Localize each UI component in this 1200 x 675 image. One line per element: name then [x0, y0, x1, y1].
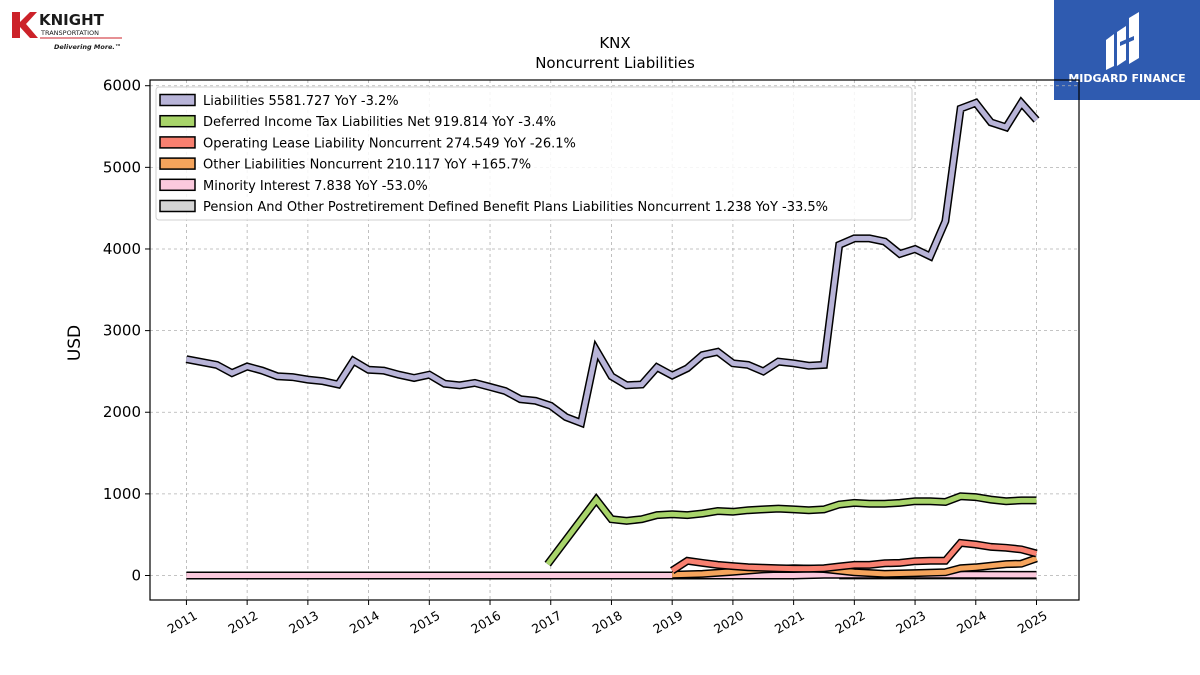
- y-tick-label: 0: [131, 567, 141, 585]
- x-tick-label: 2017: [529, 608, 564, 637]
- y-axis-label: USD: [65, 325, 85, 361]
- legend-swatch: [159, 178, 196, 192]
- legend-swatch: [159, 136, 196, 149]
- legend-label: Minority Interest 7.838 YoY -53.0%: [203, 179, 428, 194]
- x-tick-label: 2019: [650, 608, 685, 637]
- plot-frame: [149, 79, 1080, 601]
- midgard-finance-logo: MIDGARD FINANCE: [1054, 0, 1200, 100]
- x-tick-label: 2013: [286, 608, 321, 637]
- logo-subname: TRANSPORTATION: [40, 29, 99, 37]
- series-1-line: [544, 492, 1037, 567]
- legend: Liabilities 5581.727 YoY -3.2% Deferred I…: [155, 86, 913, 221]
- x-tick-label: 2025: [1015, 608, 1050, 637]
- y-tick-label: 2000: [103, 403, 141, 421]
- knight-k-icon: [12, 12, 38, 38]
- legend-label: Operating Lease Liability Noncurrent 274…: [203, 136, 576, 151]
- x-tick-label: 2016: [468, 608, 503, 637]
- legend-box: [155, 86, 913, 221]
- x-tick-label: 2015: [408, 608, 443, 637]
- midgard-emblem-icon: [1106, 12, 1139, 70]
- knight-transportation-logo: KNIGHT TRANSPORTATION Delivering More.™: [12, 11, 122, 51]
- series-outline: [544, 492, 1037, 567]
- series-stroke: [670, 540, 1038, 573]
- series-layer: [185, 96, 1040, 580]
- y-tick-label: 6000: [103, 77, 141, 95]
- y-tick-label: 4000: [103, 240, 141, 258]
- chart-subtitle: Noncurrent Liabilities: [535, 54, 695, 72]
- legend-label: Pension And Other Postretirement Defined…: [203, 200, 828, 215]
- legend-swatch: [159, 199, 196, 213]
- logo-name: KNIGHT: [39, 11, 105, 29]
- x-tick-label: 2014: [347, 608, 382, 637]
- logo-tagline: Delivering More.™: [54, 43, 121, 51]
- legend-label: Liabilities 5581.727 YoY -3.2%: [203, 94, 399, 109]
- legend-item: Minority Interest 7.838 YoY -53.0%: [159, 178, 428, 194]
- series-2-line: [670, 538, 1038, 574]
- x-tick-label: 2022: [833, 608, 868, 637]
- legend-swatch: [159, 114, 196, 128]
- legend-label: Other Liabilities Noncurrent 210.117 YoY…: [203, 158, 531, 173]
- series-stroke: [545, 493, 1037, 566]
- legend-item: Other Liabilities Noncurrent 210.117 YoY…: [159, 157, 531, 173]
- midgard-logo-text: MIDGARD FINANCE: [1068, 72, 1185, 85]
- x-tick-label: 2023: [893, 608, 928, 637]
- chart-title: KNX: [599, 34, 630, 52]
- y-tick-label: 1000: [103, 485, 141, 503]
- legend-item: Operating Lease Liability Noncurrent 274…: [159, 136, 576, 151]
- x-tick-label: 2021: [772, 608, 807, 637]
- legend-label: Deferred Income Tax Liabilities Net 919.…: [203, 115, 556, 130]
- series-0-line: [185, 96, 1040, 429]
- x-tick-label: 2020: [711, 608, 746, 637]
- x-tick-label: 2012: [225, 608, 260, 637]
- legend-swatch: [159, 93, 196, 107]
- x-tick-label: 2018: [590, 608, 625, 637]
- x-tick-label: 2024: [954, 608, 989, 637]
- y-tick-label: 5000: [103, 158, 141, 176]
- legend-swatch: [159, 157, 196, 170]
- legend-item: Liabilities 5581.727 YoY -3.2%: [159, 93, 399, 109]
- legend-item: Deferred Income Tax Liabilities Net 919.…: [159, 114, 556, 130]
- x-tick-label: 2011: [165, 608, 200, 637]
- series-stroke: [185, 98, 1039, 427]
- legend-item: Pension And Other Postretirement Defined…: [159, 199, 828, 215]
- y-tick-label: 3000: [103, 322, 141, 340]
